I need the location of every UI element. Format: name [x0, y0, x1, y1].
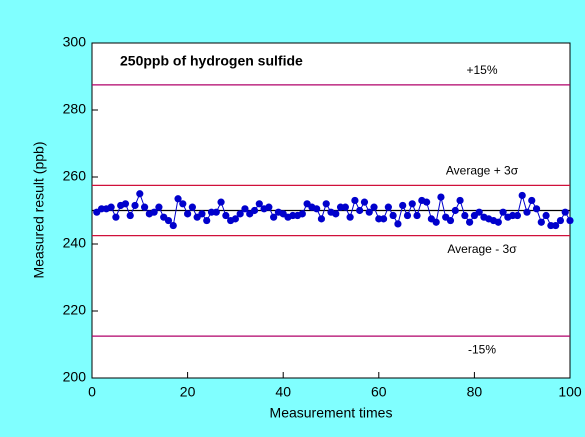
data-point [561, 208, 569, 216]
data-point [456, 196, 464, 205]
data-point [212, 208, 220, 216]
data-point [403, 211, 412, 220]
data-point [413, 211, 421, 220]
data-point [317, 215, 326, 223]
x-tick-label: 0 [88, 384, 96, 400]
data-point [140, 203, 149, 211]
x-tick-label: 100 [558, 384, 582, 400]
data-point [437, 193, 445, 201]
data-point [379, 215, 388, 223]
data-point [370, 203, 378, 211]
data-point [298, 210, 306, 218]
data-point [499, 208, 507, 216]
y-tick-label: 280 [63, 101, 87, 117]
y-tick-label: 300 [63, 34, 87, 50]
data-point [461, 211, 469, 220]
data-point [384, 203, 392, 211]
data-point [250, 206, 259, 215]
data-point [532, 205, 541, 213]
data-point [217, 198, 225, 206]
data-point [408, 200, 416, 208]
data-point [121, 200, 130, 208]
data-point [394, 220, 402, 228]
data-point [365, 208, 373, 216]
data-point [236, 210, 244, 218]
data-point [198, 210, 206, 218]
data-point [255, 200, 263, 208]
data-point [174, 195, 182, 203]
data-point [513, 211, 522, 220]
data-point [188, 203, 196, 211]
data-point [389, 211, 397, 220]
reference-label: -15% [468, 342, 496, 356]
data-point [179, 200, 187, 208]
data-point [518, 191, 526, 200]
data-point [566, 216, 574, 225]
reference-label: +15% [466, 63, 497, 77]
data-point [241, 205, 249, 213]
data-point [270, 213, 278, 221]
data-point [184, 210, 192, 218]
data-point [126, 211, 134, 220]
data-point [552, 221, 560, 230]
x-axis-label: Measurement times [270, 405, 393, 421]
data-point [341, 203, 349, 211]
data-point [131, 201, 139, 210]
data-point [332, 210, 340, 218]
data-point [446, 216, 455, 225]
data-point [346, 213, 354, 221]
data-point [231, 215, 239, 223]
x-tick-label: 60 [371, 384, 387, 400]
data-point [523, 208, 531, 216]
y-tick-label: 200 [63, 369, 87, 385]
x-tick-label: 40 [275, 384, 291, 400]
data-point [399, 201, 407, 210]
y-tick-label: 260 [63, 168, 87, 184]
data-point [494, 218, 502, 226]
reference-label: Average + 3σ [446, 164, 519, 178]
x-tick-label: 80 [467, 384, 483, 400]
reference-label: Average - 3σ [447, 242, 517, 256]
data-point [360, 198, 369, 206]
data-point [107, 203, 115, 211]
data-point [203, 216, 211, 225]
data-point [432, 218, 440, 226]
data-point [351, 196, 359, 205]
data-point [150, 208, 158, 216]
data-point [136, 190, 144, 198]
data-point [265, 203, 273, 211]
data-point [313, 205, 321, 213]
y-axis-label: Measured result (ppb) [31, 142, 47, 279]
data-point [322, 200, 330, 208]
data-point [222, 211, 230, 220]
data-point [542, 211, 550, 220]
x-tick-label: 20 [180, 384, 196, 400]
data-point [451, 206, 459, 215]
chart-title: 250ppb of hydrogen sulfide [120, 53, 303, 69]
data-point [475, 208, 483, 216]
data-point [537, 218, 545, 226]
data-point [169, 221, 177, 230]
data-point [155, 203, 163, 211]
data-point [164, 216, 173, 225]
y-tick-label: 240 [63, 235, 87, 251]
data-point [466, 218, 474, 226]
data-point [423, 198, 431, 206]
data-point [556, 216, 565, 225]
data-point [356, 206, 364, 215]
y-tick-label: 220 [63, 302, 87, 318]
data-point [112, 213, 120, 221]
data-point [528, 196, 536, 205]
